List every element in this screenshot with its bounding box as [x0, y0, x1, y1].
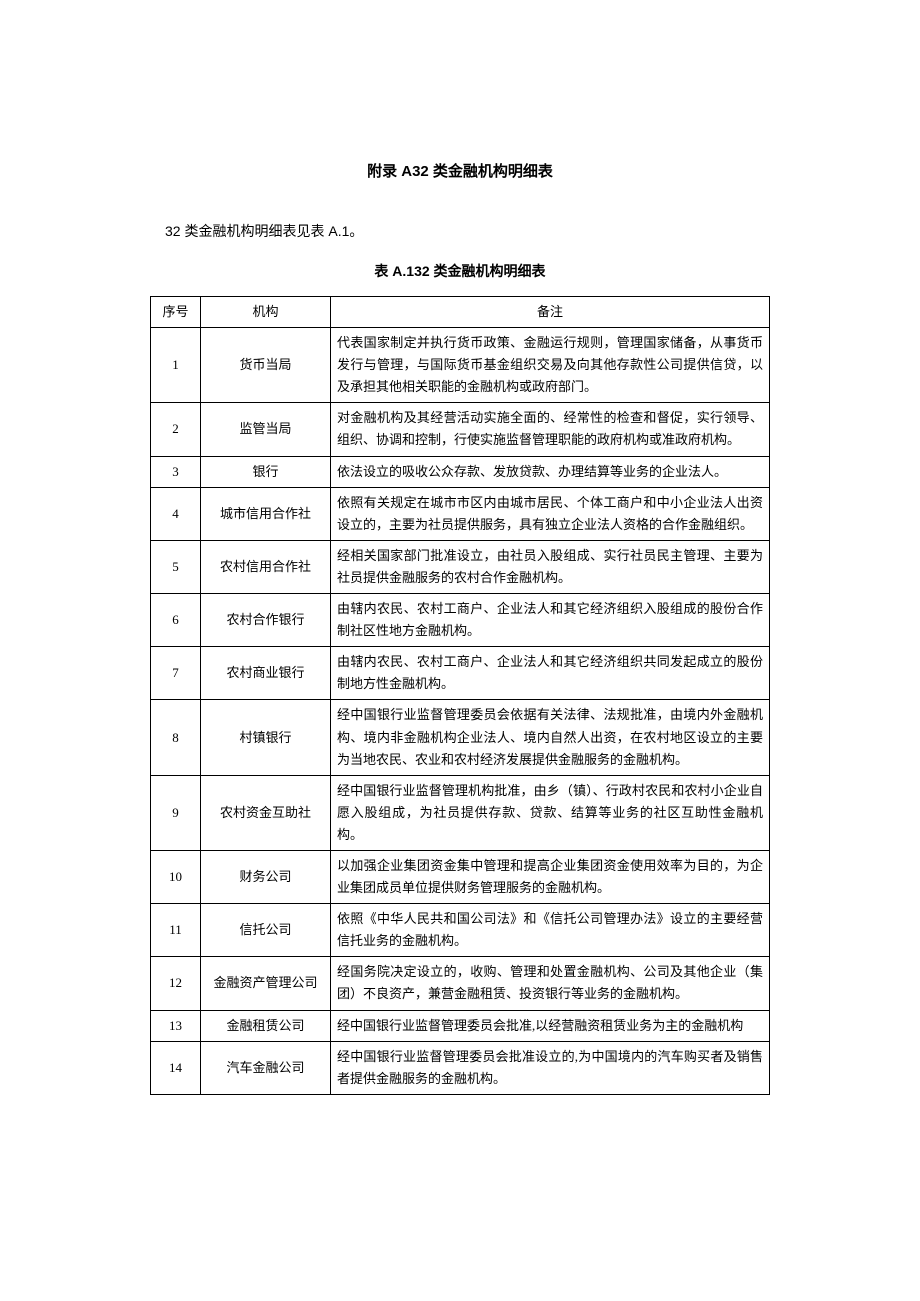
- cell-seq: 14: [151, 1041, 201, 1094]
- table-row: 10财务公司以加强企业集团资金集中管理和提高企业集团资金使用效率为目的，为企业集…: [151, 850, 770, 903]
- cell-seq: 13: [151, 1010, 201, 1041]
- cell-seq: 4: [151, 487, 201, 540]
- table-row: 3银行依法设立的吸收公众存款、发放贷款、办理结算等业务的企业法人。: [151, 456, 770, 487]
- cell-org: 城市信用合作社: [201, 487, 331, 540]
- cell-note: 依照《中华人民共和国公司法》和《信托公司管理办法》设立的主要经营信托业务的金融机…: [331, 904, 770, 957]
- cell-org: 村镇银行: [201, 700, 331, 775]
- header-note: 备注: [331, 297, 770, 328]
- document-title: 附录 A32 类金融机构明细表: [150, 160, 770, 181]
- institutions-table: 序号 机构 备注 1货币当局代表国家制定并执行货币政策、金融运行规则，管理国家储…: [150, 296, 770, 1095]
- cell-seq: 1: [151, 328, 201, 403]
- table-row: 5农村信用合作社经相关国家部门批准设立，由社员入股组成、实行社员民主管理、主要为…: [151, 540, 770, 593]
- table-row: 11信托公司依照《中华人民共和国公司法》和《信托公司管理办法》设立的主要经营信托…: [151, 904, 770, 957]
- cell-org: 货币当局: [201, 328, 331, 403]
- table-row: 2监管当局对金融机构及其经营活动实施全面的、经常性的检查和督促，实行领导、组织、…: [151, 403, 770, 456]
- cell-org: 监管当局: [201, 403, 331, 456]
- cell-note: 经相关国家部门批准设立，由社员入股组成、实行社员民主管理、主要为社员提供金融服务…: [331, 540, 770, 593]
- cell-org: 金融资产管理公司: [201, 957, 331, 1010]
- table-row: 12金融资产管理公司经国务院决定设立的，收购、管理和处置金融机构、公司及其他企业…: [151, 957, 770, 1010]
- table-row: 13金融租赁公司经中国银行业监督管理委员会批准,以经营融资租赁业务为主的金融机构: [151, 1010, 770, 1041]
- cell-note: 代表国家制定并执行货币政策、金融运行规则，管理国家储备，从事货币发行与管理，与国…: [331, 328, 770, 403]
- table-row: 9农村资金互助社经中国银行业监督管理机构批准，由乡（镇）、行政村农民和农村小企业…: [151, 775, 770, 850]
- table-header-row: 序号 机构 备注: [151, 297, 770, 328]
- table-row: 1货币当局代表国家制定并执行货币政策、金融运行规则，管理国家储备，从事货币发行与…: [151, 328, 770, 403]
- cell-seq: 11: [151, 904, 201, 957]
- cell-seq: 9: [151, 775, 201, 850]
- cell-seq: 8: [151, 700, 201, 775]
- table-row: 8村镇银行经中国银行业监督管理委员会依据有关法律、法规批准，由境内外金融机构、境…: [151, 700, 770, 775]
- cell-seq: 5: [151, 540, 201, 593]
- cell-seq: 2: [151, 403, 201, 456]
- cell-note: 依照有关规定在城市市区内由城市居民、个体工商户和中小企业法人出资设立的，主要为社…: [331, 487, 770, 540]
- cell-org: 银行: [201, 456, 331, 487]
- cell-org: 农村合作银行: [201, 594, 331, 647]
- cell-note: 经中国银行业监督管理委员会批准,以经营融资租赁业务为主的金融机构: [331, 1010, 770, 1041]
- cell-note: 经中国银行业监督管理委员会依据有关法律、法规批准，由境内外金融机构、境内非金融机…: [331, 700, 770, 775]
- cell-note: 以加强企业集团资金集中管理和提高企业集团资金使用效率为目的，为企业集团成员单位提…: [331, 850, 770, 903]
- cell-note: 由辖内农民、农村工商户、企业法人和其它经济组织共同发起成立的股份制地方性金融机构…: [331, 647, 770, 700]
- table-title: 表 A.132 类金融机构明细表: [150, 261, 770, 281]
- cell-org: 农村信用合作社: [201, 540, 331, 593]
- cell-org: 金融租赁公司: [201, 1010, 331, 1041]
- header-org: 机构: [201, 297, 331, 328]
- cell-org: 财务公司: [201, 850, 331, 903]
- cell-note: 经国务院决定设立的，收购、管理和处置金融机构、公司及其他企业（集团）不良资产，兼…: [331, 957, 770, 1010]
- cell-seq: 10: [151, 850, 201, 903]
- cell-org: 农村商业银行: [201, 647, 331, 700]
- cell-seq: 7: [151, 647, 201, 700]
- cell-org: 信托公司: [201, 904, 331, 957]
- cell-seq: 12: [151, 957, 201, 1010]
- table-row: 14汽车金融公司经中国银行业监督管理委员会批准设立的,为中国境内的汽车购买者及销…: [151, 1041, 770, 1094]
- cell-note: 经中国银行业监督管理委员会批准设立的,为中国境内的汽车购买者及销售者提供金融服务…: [331, 1041, 770, 1094]
- header-seq: 序号: [151, 297, 201, 328]
- cell-note: 依法设立的吸收公众存款、发放贷款、办理结算等业务的企业法人。: [331, 456, 770, 487]
- cell-note: 对金融机构及其经营活动实施全面的、经常性的检查和督促，实行领导、组织、协调和控制…: [331, 403, 770, 456]
- cell-note: 由辖内农民、农村工商户、企业法人和其它经济组织入股组成的股份合作制社区性地方金融…: [331, 594, 770, 647]
- cell-org: 汽车金融公司: [201, 1041, 331, 1094]
- cell-seq: 6: [151, 594, 201, 647]
- table-row: 4城市信用合作社依照有关规定在城市市区内由城市居民、个体工商户和中小企业法人出资…: [151, 487, 770, 540]
- cell-org: 农村资金互助社: [201, 775, 331, 850]
- intro-text: 32 类金融机构明细表见表 A.1。: [150, 221, 770, 241]
- table-row: 6农村合作银行由辖内农民、农村工商户、企业法人和其它经济组织入股组成的股份合作制…: [151, 594, 770, 647]
- cell-seq: 3: [151, 456, 201, 487]
- table-row: 7农村商业银行由辖内农民、农村工商户、企业法人和其它经济组织共同发起成立的股份制…: [151, 647, 770, 700]
- cell-note: 经中国银行业监督管理机构批准，由乡（镇）、行政村农民和农村小企业自愿入股组成，为…: [331, 775, 770, 850]
